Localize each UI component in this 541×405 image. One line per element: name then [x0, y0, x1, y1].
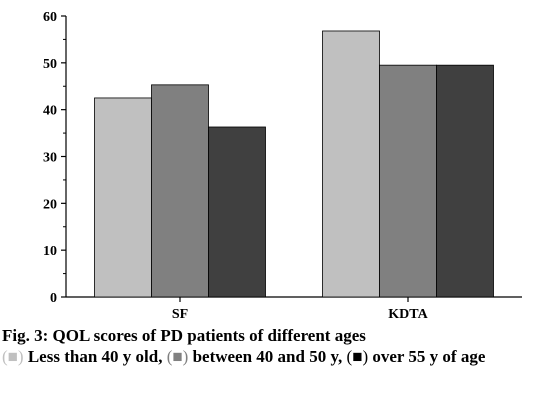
plot-area: 0 10 20 30 40 50 60 SF KDTA [43, 10, 522, 322]
legend-swatch-mid: (■) [166, 347, 189, 366]
legend-text-light: Less than 40 y old, [23, 347, 167, 366]
x-tick-label: SF [172, 307, 188, 322]
caption-title: Fig. 3: QOL scores of PD patients of dif… [2, 326, 366, 345]
y-tick-label: 20 [43, 197, 57, 212]
figure-caption: Fig. 3: QOL scores of PD patients of dif… [2, 325, 538, 367]
bar [322, 30, 380, 298]
y-tick-label: 60 [43, 10, 57, 25]
bar-chart: 0 10 20 30 40 50 60 SF KDTA [43, 10, 522, 322]
legend-text-dark: over 55 y of age [368, 347, 486, 366]
legend-text-mid: between 40 and 50 y, [188, 347, 347, 366]
bar [151, 84, 209, 298]
y-tick-label: 50 [43, 57, 57, 72]
bar [94, 97, 152, 298]
y-tick-label: 40 [43, 104, 57, 119]
bar [379, 64, 437, 298]
legend-swatch-dark: (■) [346, 347, 369, 366]
y-tick-label: 10 [43, 244, 57, 259]
legend-swatch-light: (■) [2, 347, 24, 366]
caption-legend: (■) Less than 40 y old, (■) between 40 a… [2, 346, 538, 367]
y-tick-label: 0 [50, 291, 57, 306]
x-tick-label: KDTA [388, 307, 428, 322]
bar [436, 64, 494, 298]
y-tick-label: 30 [43, 151, 57, 166]
bar [208, 126, 266, 298]
